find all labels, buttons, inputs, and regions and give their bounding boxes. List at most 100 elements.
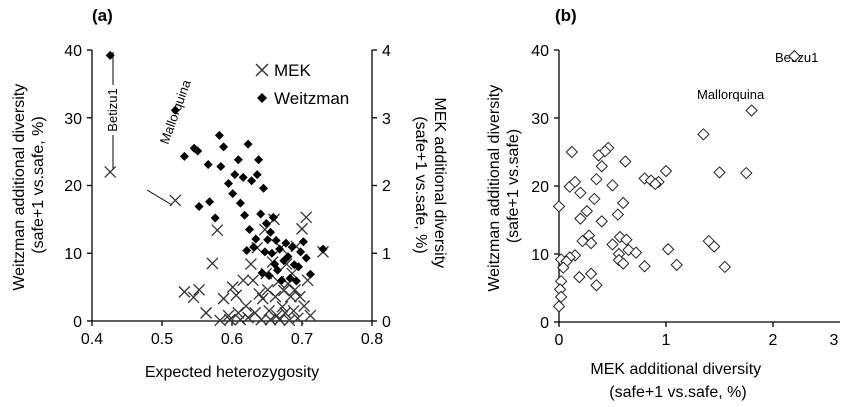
panel-a-y2-tick-label: 1 — [382, 246, 391, 263]
weitzman-point — [260, 247, 270, 257]
mek-point-stroke — [296, 222, 308, 235]
weitzman-point — [257, 268, 267, 278]
breed-point — [584, 236, 598, 250]
mek-point-stroke — [244, 258, 257, 271]
breed-point — [574, 212, 587, 225]
panel-b-mallorquina-label: Mallorquina — [697, 87, 765, 102]
mek-point — [298, 300, 311, 313]
mek-point-stroke — [206, 257, 219, 270]
weitzman-point — [275, 244, 285, 254]
weitzman-point — [216, 162, 226, 172]
panel-a-x-tick-label: 0.5 — [151, 331, 173, 348]
panel-b-x-axis-title: MEK additional diversity (safe+1 vs.safe… — [590, 361, 765, 401]
breed-point — [552, 300, 566, 313]
betizu1-label: Betizu1 — [105, 88, 120, 131]
mek-point — [287, 304, 300, 317]
breed-point — [620, 233, 633, 246]
mek-point-stroke — [277, 284, 290, 297]
weitzman-point — [235, 198, 245, 208]
weitzman-point — [243, 139, 253, 149]
breed-point — [606, 179, 619, 192]
weitzman-point — [291, 276, 301, 286]
weitzman-point — [264, 271, 274, 281]
mek-point — [240, 300, 252, 313]
panel-a-y-tick-label: 20 — [64, 178, 82, 195]
mek-point — [261, 283, 274, 296]
panel-a-y-tick-label: 40 — [64, 43, 82, 60]
panel-b-y-ticks: 0 10 20 30 40 — [531, 43, 559, 332]
panel-b-label: (b) — [555, 6, 577, 25]
panel-b-x-axis-title-line2: (safe+1 vs.safe, %) — [609, 384, 746, 401]
weitzman-point — [301, 253, 311, 263]
panel-a-y-axis-title-line2: (safe+1 vs.safe, %) — [30, 116, 47, 253]
mek-point — [206, 257, 219, 270]
breed-point — [707, 240, 721, 253]
panel-b-x-ticks: 0 1 2 3 — [555, 322, 839, 349]
mek-point — [217, 292, 230, 305]
panel-a-y-tick-label: 10 — [64, 246, 82, 263]
breed-point — [584, 267, 598, 280]
mek-point — [256, 292, 269, 305]
mek-point — [269, 290, 282, 303]
panel-b-y-tick-label: 10 — [531, 247, 549, 264]
mek-point-stroke — [104, 165, 117, 178]
breed-point — [697, 128, 710, 141]
mek-point-stroke — [260, 267, 273, 280]
weitzman-point — [266, 227, 275, 237]
mek-point — [289, 283, 301, 296]
mek-point-stroke — [291, 312, 304, 325]
weitzman-point — [205, 197, 215, 207]
mek-point — [244, 258, 257, 271]
breed-point — [611, 208, 625, 221]
mek-point-stroke — [280, 258, 293, 271]
weitzman-point — [219, 142, 229, 152]
mek-point — [284, 290, 297, 303]
weitzman-point — [294, 262, 303, 272]
weitzman-point — [254, 155, 264, 165]
mek-point — [214, 314, 227, 327]
legend-label-mek: MEK — [274, 61, 312, 80]
weitzman-point — [240, 210, 250, 220]
panel-b-y-axis-title-line2: (safe+1 vs.safe) — [505, 129, 522, 243]
weitzman-point — [214, 130, 224, 140]
panel-a-y2-axis-title: MEK additional diversity (safe+1 vs.safe… — [412, 97, 448, 272]
weitzman-point — [287, 242, 297, 252]
panel-b-x-tick-label: 3 — [830, 332, 839, 349]
panel-a-label: (a) — [92, 6, 113, 25]
panel-a-y2-axis-title-line1: MEK additional diversity — [431, 97, 448, 268]
weitzman-point — [203, 159, 213, 169]
mek-point — [187, 291, 200, 304]
legend-diamond-marker — [257, 93, 267, 103]
mek-point-stroke — [269, 290, 282, 303]
panel-a-y2-tick-label: 2 — [382, 178, 391, 195]
mek-point-stroke — [240, 300, 252, 313]
mek-point-stroke — [217, 292, 230, 305]
panel-a-x-tick-label: 0.7 — [291, 331, 313, 348]
mek-point — [304, 309, 317, 322]
breed-point — [670, 258, 683, 272]
panel-a-plot-area — [104, 50, 329, 327]
breed-point — [649, 177, 662, 191]
mek-point-stroke — [304, 309, 317, 322]
mek-point-stroke — [258, 223, 271, 236]
weitzman-point — [210, 213, 220, 223]
mek-point — [242, 311, 255, 324]
weitzman-point — [277, 275, 287, 285]
mek-point — [293, 290, 306, 303]
panel-a-y-axis-title: Weitzman additional diversity (safe+1 vs… — [11, 79, 47, 290]
mek-point-stroke — [187, 291, 200, 304]
weitzman-point — [271, 235, 281, 245]
breed-point — [595, 160, 609, 173]
panel-a-y-ticks: 0 10 20 30 40 — [64, 43, 92, 331]
panel-a-x-tick-label: 0.6 — [221, 331, 243, 348]
panel-a-y-axis-title-line1: Weitzman additional diversity — [11, 84, 28, 291]
panel-a-annotation-mallorquina: Mallorquina — [146, 77, 194, 206]
panel-a-y2-tick-label: 4 — [382, 43, 391, 60]
weitzman-point — [194, 202, 204, 212]
mek-point — [237, 274, 250, 287]
mek-point — [283, 314, 296, 327]
weitzman-point — [228, 189, 238, 199]
mek-point-stroke — [193, 283, 206, 296]
mek-point-stroke — [200, 306, 213, 319]
